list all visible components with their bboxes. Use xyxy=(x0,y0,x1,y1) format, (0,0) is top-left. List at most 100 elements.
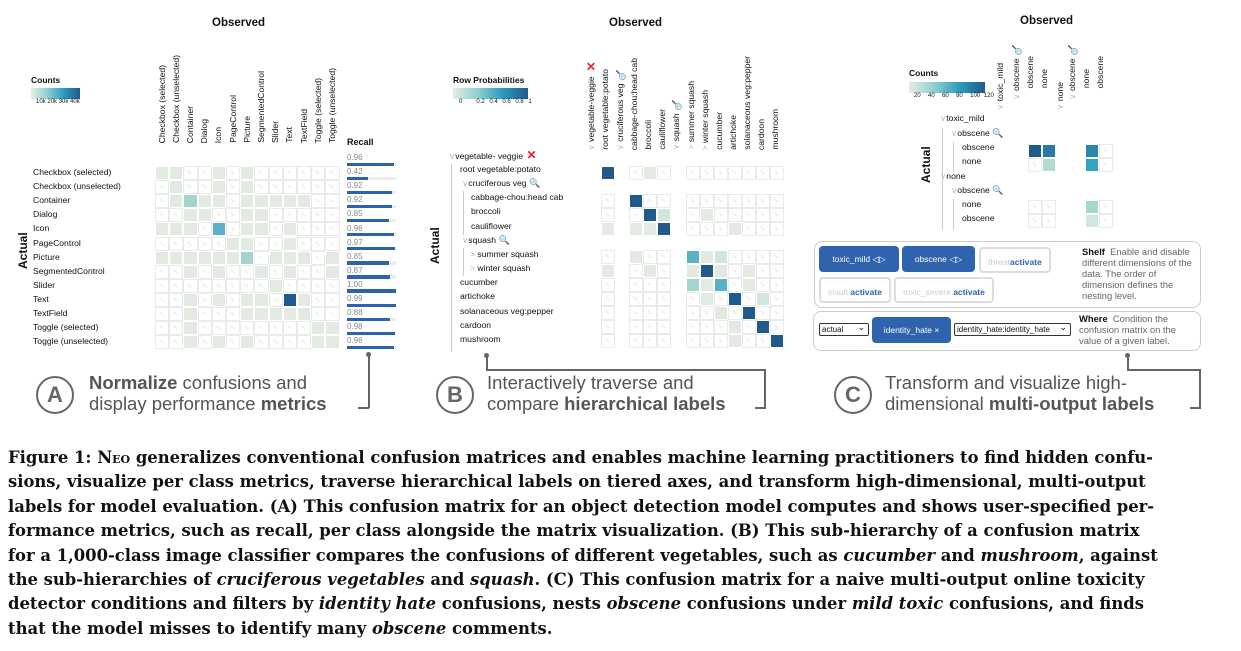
matrix-cell[interactable] xyxy=(643,166,658,180)
matrix-cell[interactable] xyxy=(770,194,785,208)
matrix-cell[interactable] xyxy=(657,320,672,334)
matrix-cell[interactable] xyxy=(183,194,198,209)
matrix-cell[interactable] xyxy=(211,208,226,223)
matrix-cell[interactable] xyxy=(226,335,241,350)
column-label[interactable]: Picture xyxy=(241,116,252,143)
expand-caret-icon[interactable]: ∨ xyxy=(586,141,596,150)
column-label[interactable]: ∨ squash 🔍 xyxy=(671,100,682,150)
matrix-cell[interactable] xyxy=(325,236,340,251)
matrix-cell[interactable] xyxy=(169,194,184,209)
matrix-cell[interactable] xyxy=(657,264,672,278)
column-label[interactable]: Container xyxy=(184,105,195,143)
matrix-cell[interactable] xyxy=(282,292,297,307)
row-label[interactable]: Text xyxy=(33,293,49,304)
matrix-cell[interactable] xyxy=(240,278,255,293)
matrix-cell[interactable] xyxy=(211,166,226,181)
matrix-cell[interactable] xyxy=(240,222,255,237)
matrix-cell[interactable] xyxy=(325,194,340,209)
matrix-cell[interactable] xyxy=(155,264,170,279)
matrix-cell[interactable] xyxy=(169,278,184,293)
matrix-cell[interactable] xyxy=(197,194,212,209)
matrix-cell[interactable] xyxy=(601,264,616,278)
column-label[interactable]: cucumber xyxy=(714,112,725,150)
matrix-cell[interactable] xyxy=(268,222,283,237)
matrix-cell[interactable] xyxy=(1042,200,1056,214)
matrix-cell[interactable] xyxy=(211,335,226,350)
matrix-cell[interactable] xyxy=(657,194,672,208)
expand-caret-icon[interactable]: ∨ xyxy=(615,141,625,150)
matrix-cell[interactable] xyxy=(1085,214,1099,228)
matrix-cell[interactable] xyxy=(728,194,743,208)
magnifier-icon[interactable]: 🔍 xyxy=(615,69,625,84)
row-label[interactable]: obscene xyxy=(962,213,995,224)
magnifier-icon[interactable]: 🔍 xyxy=(989,128,1004,138)
matrix-cell[interactable] xyxy=(254,222,269,237)
matrix-cell[interactable] xyxy=(254,208,269,223)
matrix-cell[interactable] xyxy=(268,208,283,223)
matrix-cell[interactable] xyxy=(770,222,785,236)
matrix-cell[interactable] xyxy=(686,334,701,348)
matrix-cell[interactable] xyxy=(629,250,644,264)
matrix-cell[interactable] xyxy=(728,250,743,264)
matrix-cell[interactable] xyxy=(211,250,226,265)
column-label[interactable]: Checkbox (selected) xyxy=(156,64,167,143)
row-label[interactable]: ∨squash 🔍 xyxy=(462,235,510,246)
matrix-cell[interactable] xyxy=(601,320,616,334)
matrix-cell[interactable] xyxy=(643,222,658,236)
matrix-cell[interactable] xyxy=(756,292,771,306)
column-label[interactable]: Icon xyxy=(213,126,224,143)
matrix-cell[interactable] xyxy=(155,321,170,336)
matrix-cell[interactable] xyxy=(311,335,326,350)
matrix-cell[interactable] xyxy=(268,292,283,307)
matrix-cell[interactable] xyxy=(282,335,297,350)
matrix-cell[interactable] xyxy=(282,321,297,336)
matrix-cell[interactable] xyxy=(169,292,184,307)
matrix-cell[interactable] xyxy=(756,334,771,348)
matrix-cell[interactable] xyxy=(169,264,184,279)
matrix-cell[interactable] xyxy=(297,250,312,265)
row-label[interactable]: SegmentedControl xyxy=(33,265,105,276)
matrix-cell[interactable] xyxy=(297,208,312,223)
matrix-cell[interactable] xyxy=(197,307,212,322)
matrix-cell[interactable] xyxy=(240,250,255,265)
matrix-cell[interactable] xyxy=(756,222,771,236)
matrix-cell[interactable] xyxy=(657,250,672,264)
matrix-cell[interactable] xyxy=(1099,200,1113,214)
matrix-cell[interactable] xyxy=(254,180,269,195)
matrix-cell[interactable] xyxy=(226,321,241,336)
expand-caret-icon[interactable]: ∨ xyxy=(671,141,681,150)
matrix-cell[interactable] xyxy=(254,194,269,209)
matrix-cell[interactable] xyxy=(268,236,283,251)
matrix-cell[interactable] xyxy=(742,166,757,180)
matrix-cell[interactable] xyxy=(700,250,715,264)
expand-caret-icon[interactable]: > xyxy=(686,142,696,150)
matrix-cell[interactable] xyxy=(311,208,326,223)
matrix-cell[interactable] xyxy=(742,292,757,306)
matrix-cell[interactable] xyxy=(770,292,785,306)
matrix-cell[interactable] xyxy=(686,306,701,320)
row-label[interactable]: root vegetable:potato xyxy=(460,164,541,175)
matrix-cell[interactable] xyxy=(657,292,672,306)
row-label[interactable]: ∨none xyxy=(940,171,965,182)
expand-caret-icon[interactable]: ∨ xyxy=(995,101,1005,110)
expand-caret-icon[interactable]: ∨ xyxy=(1011,91,1021,100)
matrix-cell[interactable] xyxy=(742,208,757,222)
matrix-cell[interactable] xyxy=(226,307,241,322)
column-label[interactable]: Toggle (selected) xyxy=(312,77,323,143)
matrix-cell[interactable] xyxy=(240,208,255,223)
matrix-cell[interactable] xyxy=(311,292,326,307)
row-label[interactable]: Container xyxy=(33,195,71,206)
matrix-cell[interactable] xyxy=(643,194,658,208)
row-label[interactable]: Toggle (selected) xyxy=(33,322,99,333)
expand-caret-icon[interactable]: ∨ xyxy=(940,113,947,123)
expand-caret-icon[interactable]: ∨ xyxy=(1067,91,1077,100)
matrix-cell[interactable] xyxy=(197,180,212,195)
matrix-cell[interactable] xyxy=(325,264,340,279)
matrix-cell[interactable] xyxy=(297,194,312,209)
matrix-cell[interactable] xyxy=(643,292,658,306)
matrix-cell[interactable] xyxy=(297,180,312,195)
column-label[interactable]: > summer squash xyxy=(686,81,697,150)
column-label[interactable]: TextField xyxy=(298,108,309,143)
matrix-cell[interactable] xyxy=(211,292,226,307)
matrix-cell[interactable] xyxy=(629,334,644,348)
